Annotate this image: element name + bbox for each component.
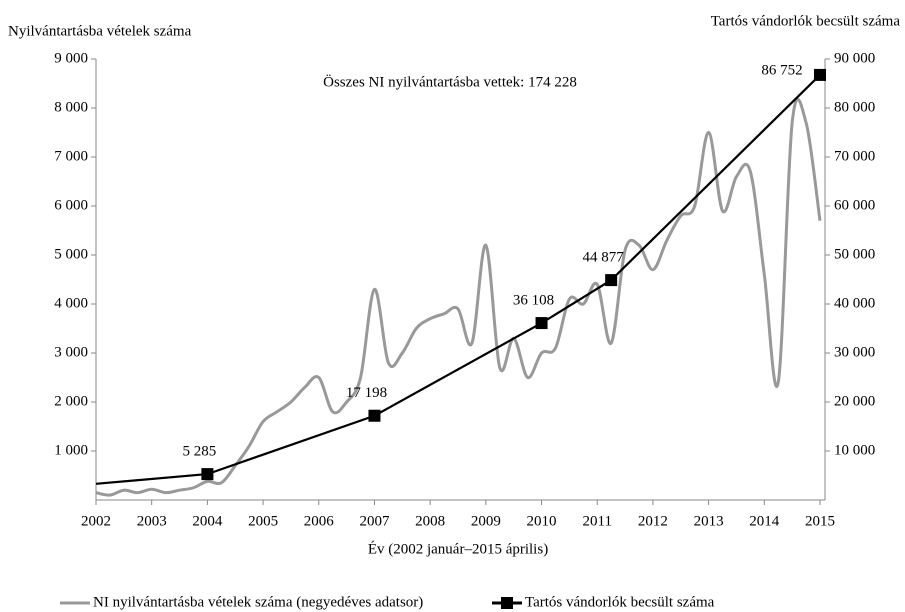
- x-tick-label: 2012: [638, 513, 668, 529]
- data-label: 36 108: [513, 293, 554, 309]
- x-tick-label: 2010: [527, 513, 557, 529]
- data-label: 17 198: [346, 385, 387, 401]
- y2-tick-label: 30 000: [834, 344, 875, 360]
- legend-label: NI nyilvántartásba vételek száma (negyed…: [93, 594, 423, 610]
- y2-tick-label: 20 000: [834, 393, 875, 409]
- y2-tick-label: 50 000: [834, 246, 875, 262]
- y-tick-label: 2 000: [54, 393, 88, 409]
- y-axis-title: Nyilvántartásba vételek száma: [8, 23, 192, 39]
- annotation: Összes NI nyilvántartásba vettek: 174 22…: [323, 73, 577, 90]
- series-line: [95, 74, 821, 485]
- data-label: 86 752: [761, 62, 802, 78]
- x-tick-label: 2011: [583, 513, 612, 529]
- y-tick-label: 1 000: [54, 442, 88, 458]
- y2-tick-label: 10 000: [834, 442, 875, 458]
- marker: [201, 468, 214, 481]
- marker: [605, 274, 618, 287]
- x-tick-label: 2002: [81, 513, 111, 529]
- y-tick-label: 7 000: [54, 148, 88, 164]
- x-tick-label: 2013: [694, 513, 724, 529]
- y2-tick-label: 80 000: [834, 99, 875, 115]
- x-tick-label: 2004: [192, 513, 223, 529]
- y-tick-label: 3 000: [54, 344, 88, 360]
- legend-label: Tartós vándorlók becsült száma: [525, 594, 715, 610]
- y-tick-label: 5 000: [54, 246, 88, 262]
- y2-tick-label: 90 000: [834, 50, 875, 66]
- legend-marker: [501, 597, 513, 609]
- x-tick-label: 2008: [415, 513, 445, 529]
- y2-tick-label: 70 000: [834, 148, 875, 164]
- y-tick-label: 8 000: [54, 99, 88, 115]
- x-tick-label: 2006: [304, 513, 335, 529]
- x-tick-label: 2015: [805, 513, 835, 529]
- y-tick-label: 4 000: [54, 295, 88, 311]
- x-axis-title: Év (2002 január–2015 április): [368, 540, 548, 557]
- marker: [368, 409, 381, 422]
- x-tick-label: 2005: [248, 513, 278, 529]
- x-tick-label: 2009: [471, 513, 501, 529]
- data-label: 44 877: [583, 250, 625, 266]
- y2-tick-label: 60 000: [834, 197, 875, 213]
- x-tick-label: 2014: [749, 513, 780, 529]
- y-tick-label: 6 000: [54, 197, 88, 213]
- marker: [535, 317, 548, 330]
- marker: [814, 68, 826, 81]
- x-tick-label: 2007: [359, 513, 390, 529]
- x-tick-label: 2003: [137, 513, 167, 529]
- series-line: [95, 97, 822, 497]
- y2-axis-title: Tartós vándorlók becsült száma: [711, 13, 901, 29]
- y-tick-label: 9 000: [54, 50, 88, 66]
- y2-tick-label: 40 000: [834, 295, 875, 311]
- data-label: 5 285: [183, 444, 217, 460]
